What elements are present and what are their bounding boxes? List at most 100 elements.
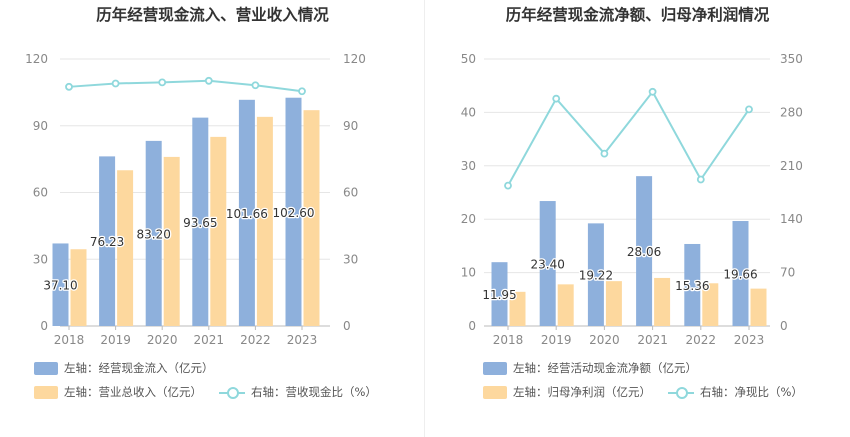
bar-1-series0 bbox=[539, 201, 556, 326]
legend-line-icon bbox=[219, 386, 245, 399]
bar-data-label: 19.22 bbox=[579, 269, 613, 283]
y-left-tick-label: 40 bbox=[461, 105, 476, 119]
bar-data-label: 76.23 bbox=[90, 235, 124, 249]
bar-1-series1 bbox=[654, 277, 671, 326]
legend-swatch-blue bbox=[34, 361, 58, 375]
right-chart-title: 历年经营现金流净额、归母净利润情况 bbox=[505, 6, 770, 24]
legend-swatch-orange bbox=[483, 385, 507, 399]
y-left-tick-label: 120 bbox=[25, 52, 48, 66]
ratio-line-point bbox=[158, 78, 167, 87]
y-right-tick-label: 120 bbox=[343, 52, 366, 66]
x-tick-label: 2022 bbox=[686, 333, 717, 347]
bar-0-series1 bbox=[303, 110, 320, 326]
y-right-tick-label: 0 bbox=[343, 319, 351, 333]
bar-0-series0 bbox=[145, 140, 162, 326]
y-right-tick-label: 210 bbox=[780, 159, 803, 173]
x-tick-label: 2023 bbox=[287, 333, 318, 347]
y-left-tick-label: 30 bbox=[461, 159, 476, 173]
bar-1-series0 bbox=[636, 176, 653, 326]
x-tick-label: 2019 bbox=[100, 333, 131, 347]
bar-data-label: 37.10 bbox=[43, 279, 77, 293]
y-left-tick-label: 20 bbox=[461, 212, 476, 226]
y-left-tick-label: 30 bbox=[33, 252, 48, 266]
y-right-tick-label: 0 bbox=[780, 319, 788, 333]
bar-0-series1 bbox=[256, 116, 273, 326]
y-right-tick-label: 70 bbox=[780, 266, 795, 280]
x-tick-label: 2020 bbox=[147, 333, 178, 347]
bar-data-label: 28.06 bbox=[627, 245, 661, 259]
bar-data-label: 19.66 bbox=[723, 268, 757, 282]
bar-data-label: 15.36 bbox=[675, 279, 709, 293]
y-left-tick-label: 0 bbox=[468, 319, 476, 333]
legend-label: 左轴：归母净利润（亿元） bbox=[513, 385, 651, 399]
legend-left-bar2[interactable]: 左轴：营业总收入（亿元） bbox=[34, 384, 202, 400]
ratio-line-point bbox=[111, 79, 120, 88]
y-right-tick-label: 90 bbox=[343, 119, 358, 133]
bar-0-series0 bbox=[99, 156, 116, 326]
bar-0-series1 bbox=[163, 156, 180, 326]
bar-1-series0 bbox=[491, 262, 508, 326]
legend-left-line[interactable]: 右轴：营收现金比（%） bbox=[219, 384, 377, 400]
y-right-tick-label: 60 bbox=[343, 186, 358, 200]
bar-1-series1 bbox=[509, 291, 526, 326]
x-tick-label: 2022 bbox=[240, 333, 271, 347]
legend-left-bar1[interactable]: 左轴：经营现金流入（亿元） bbox=[34, 360, 214, 376]
legend-swatch-blue bbox=[483, 361, 507, 375]
ratio-line-point bbox=[298, 87, 306, 96]
bar-data-label: 83.20 bbox=[137, 227, 171, 241]
x-tick-label: 2018 bbox=[54, 333, 85, 347]
bar-1-series1 bbox=[605, 281, 622, 326]
legend-label: 左轴：营业总收入（亿元） bbox=[64, 385, 202, 399]
x-tick-label: 2020 bbox=[589, 333, 620, 347]
legend-label: 右轴：营收现金比（%） bbox=[251, 385, 377, 399]
y-right-tick-label: 280 bbox=[780, 105, 803, 119]
bar-data-label: 23.40 bbox=[531, 258, 565, 272]
bar-data-label: 102.60 bbox=[273, 206, 315, 220]
x-tick-label: 2023 bbox=[734, 333, 765, 347]
legend-label: 右轴：净现比（%） bbox=[700, 385, 803, 399]
bar-0-series0 bbox=[285, 97, 302, 326]
ratio-line-point bbox=[648, 87, 657, 96]
y-left-tick-label: 10 bbox=[461, 266, 476, 280]
y-left-tick-label: 90 bbox=[33, 119, 48, 133]
bar-data-label: 93.65 bbox=[183, 216, 217, 230]
legend-swatch-orange bbox=[34, 385, 58, 399]
x-tick-label: 2018 bbox=[493, 333, 524, 347]
x-tick-label: 2021 bbox=[637, 333, 668, 347]
bar-1-series0 bbox=[684, 243, 701, 326]
legend-right-bar2[interactable]: 左轴：归母净利润（亿元） bbox=[483, 384, 651, 400]
legend-label: 左轴：经营现金流入（亿元） bbox=[64, 361, 214, 375]
y-right-tick-label: 140 bbox=[780, 212, 803, 226]
ratio-line-point bbox=[745, 105, 753, 114]
bar-1-series1 bbox=[702, 283, 719, 326]
ratio-line-point bbox=[504, 181, 512, 190]
x-tick-label: 2021 bbox=[194, 333, 225, 347]
bar-1-series1 bbox=[557, 284, 574, 326]
legend-right-line[interactable]: 右轴：净现比（%） bbox=[668, 384, 803, 400]
ratio-line-point bbox=[251, 81, 260, 90]
left-chart-title: 历年经营现金流入、营业收入情况 bbox=[96, 6, 329, 24]
ratio-line-point bbox=[600, 149, 609, 158]
y-left-tick-label: 60 bbox=[33, 186, 48, 200]
legend-label: 左轴：经营活动现金流净额（亿元） bbox=[513, 361, 697, 375]
bar-1-series1 bbox=[750, 288, 767, 326]
x-tick-label: 2019 bbox=[541, 333, 572, 347]
y-left-tick-label: 50 bbox=[461, 52, 476, 66]
bar-0-series0 bbox=[192, 117, 209, 326]
panel-divider bbox=[424, 0, 425, 437]
y-right-tick-label: 30 bbox=[343, 252, 358, 266]
bar-0-series0 bbox=[238, 99, 255, 326]
legend-right-bar1[interactable]: 左轴：经营活动现金流净额（亿元） bbox=[483, 360, 697, 376]
ratio-line-point bbox=[552, 94, 561, 103]
ratio-line-point bbox=[204, 76, 213, 85]
ratio-line-0 bbox=[68, 79, 303, 93]
ratio-line-1 bbox=[507, 89, 750, 187]
y-left-tick-label: 0 bbox=[40, 319, 48, 333]
bar-0-series1 bbox=[117, 170, 134, 326]
bar-data-label: 101.66 bbox=[226, 207, 268, 221]
legend-line-icon bbox=[668, 386, 694, 399]
bar-0-series0 bbox=[52, 243, 69, 326]
bar-1-series0 bbox=[732, 221, 749, 326]
ratio-line-point bbox=[65, 82, 73, 91]
